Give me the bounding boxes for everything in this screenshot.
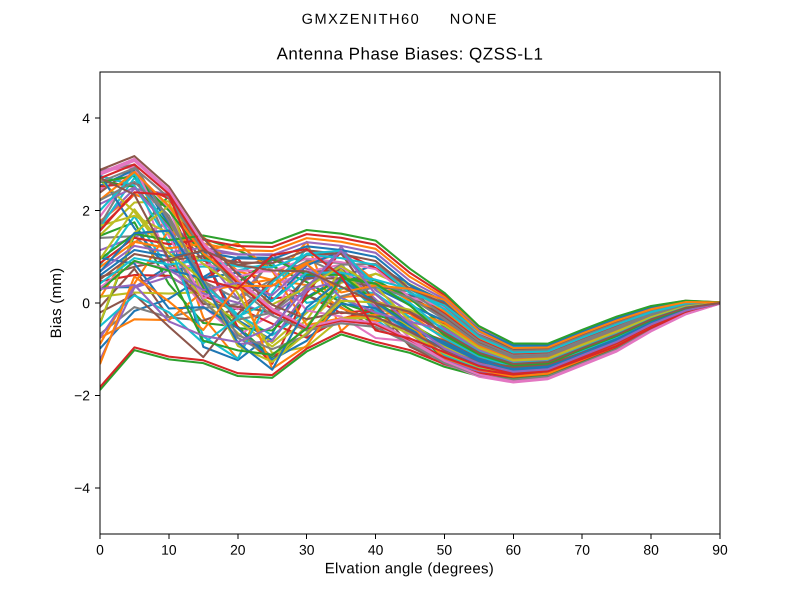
svg-text:30: 30 bbox=[299, 542, 315, 558]
svg-text:−4: −4 bbox=[74, 480, 90, 496]
svg-text:50: 50 bbox=[437, 542, 453, 558]
svg-text:NONE: NONE bbox=[450, 12, 498, 28]
svg-text:20: 20 bbox=[230, 542, 246, 558]
svg-text:60: 60 bbox=[506, 542, 522, 558]
svg-text:0: 0 bbox=[82, 295, 90, 311]
svg-text:80: 80 bbox=[643, 542, 659, 558]
svg-text:Bias (mm): Bias (mm) bbox=[48, 268, 65, 339]
svg-text:90: 90 bbox=[712, 542, 728, 558]
svg-text:0: 0 bbox=[96, 542, 104, 558]
svg-text:40: 40 bbox=[368, 542, 384, 558]
svg-text:GMXZENITH60: GMXZENITH60 bbox=[302, 12, 421, 28]
svg-text:−2: −2 bbox=[74, 387, 90, 403]
svg-text:Elvation angle (degrees): Elvation angle (degrees) bbox=[325, 560, 494, 577]
svg-text:4: 4 bbox=[82, 110, 90, 126]
svg-text:70: 70 bbox=[574, 542, 590, 558]
svg-text:10: 10 bbox=[161, 542, 177, 558]
svg-text:2: 2 bbox=[82, 203, 90, 219]
svg-text:Antenna Phase Biases: QZSS-L1: Antenna Phase Biases: QZSS-L1 bbox=[277, 44, 544, 63]
